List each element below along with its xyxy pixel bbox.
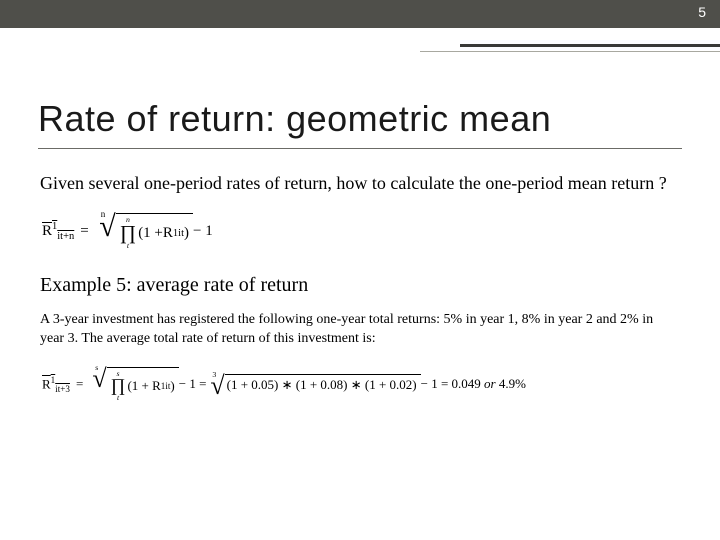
page-number: 5: [698, 4, 706, 20]
formula1-lhs: R1it+n: [42, 221, 74, 242]
formula-geometric-mean: R1it+n = n √ n ∏ t (1 + R1it) − 1: [38, 213, 682, 250]
header-accent: [420, 44, 720, 52]
equals-sign: =: [80, 223, 88, 240]
formula-example: R1it+3 = s √ s ∏ t (1 + R1it) − 1 = 3 √ …: [38, 367, 682, 402]
formula2-mid: − 1 =: [179, 376, 207, 392]
intro-text: Given several one-period rates of return…: [38, 171, 682, 195]
formula2-lhs: R1it+3: [42, 375, 70, 394]
formula1-root: n √ n ∏ t (1 + R1it): [95, 213, 193, 250]
title-rule: [38, 148, 682, 149]
content-area: Rate of return: geometric mean Given sev…: [0, 28, 720, 401]
formula1-tail: − 1: [193, 223, 213, 240]
formula2-root-b: 3 √ (1 + 0.05) ∗ (1 + 0.08) ∗ (1 + 0.02): [206, 374, 420, 395]
page-title: Rate of return: geometric mean: [38, 98, 682, 140]
example-heading: Example 5: average rate of return: [38, 274, 682, 297]
example-body: A 3-year investment has registered the f…: [38, 311, 682, 349]
product-symbol: n ∏ t: [120, 216, 136, 250]
formula2-result: − 1 = 0.049 or 4.9%: [421, 376, 526, 392]
header-bar: 5: [0, 0, 720, 28]
formula2-root-a: s √ s ∏ t (1 + R1it): [89, 367, 178, 402]
